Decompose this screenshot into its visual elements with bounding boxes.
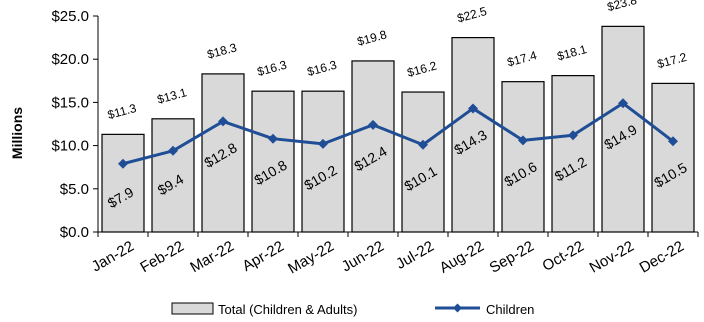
x-tick-label: May-22 (285, 238, 337, 278)
bar (551, 75, 595, 233)
line-point (418, 139, 428, 150)
line-point (568, 130, 578, 141)
line-point (218, 116, 228, 127)
x-tick-label: Dec-22 (637, 238, 687, 277)
children-line (122, 101, 674, 166)
x-tick-label: Mar-22 (187, 238, 237, 276)
legend-marker-children (453, 303, 462, 313)
bar-data-label: $18.3 (206, 40, 239, 61)
bar (201, 73, 245, 233)
bar (151, 118, 195, 233)
bar (501, 81, 545, 233)
y-tick-label: $15.0 (51, 94, 89, 111)
bar (251, 90, 295, 233)
line-point (168, 145, 178, 156)
legend: Total (Children & Adults) Children (171, 302, 534, 317)
line-point (468, 103, 478, 114)
legend-swatch-total (171, 302, 214, 315)
bar-data-label: $18.1 (556, 42, 589, 63)
legend-label-total: Total (Children & Adults) (218, 302, 357, 317)
bar-data-label: $13.1 (156, 85, 189, 106)
y-tick-label: $5.0 (60, 181, 89, 198)
y-axis: $0.0 $5.0 $10.0 $15.0 $20.0 $25.0 (51, 8, 99, 241)
bar-data-label: $16.3 (256, 58, 289, 79)
y-tick-label: $10.0 (51, 138, 89, 155)
legend-label-children: Children (486, 302, 534, 317)
line-point (368, 119, 378, 130)
bar (601, 25, 645, 233)
bar (451, 36, 495, 233)
y-axis-label: Millions (9, 107, 25, 159)
x-tick-label: Oct-22 (540, 238, 587, 275)
x-tick-label: Apr-22 (240, 238, 287, 275)
line-point (518, 135, 528, 146)
y-tick-label: $25.0 (51, 8, 89, 25)
bar-data-label: $17.4 (506, 48, 539, 69)
x-tick-label: Feb-22 (137, 238, 187, 276)
line-point (618, 98, 628, 109)
x-tick-label: Jan-22 (89, 238, 137, 276)
bar (651, 82, 695, 233)
bar-data-label: $16.3 (306, 58, 339, 79)
bar-data-label: $16.2 (406, 58, 439, 79)
bar-data-label: $17.2 (656, 50, 689, 71)
bar (101, 133, 145, 233)
bar-data-label: $11.3 (106, 101, 138, 122)
bar (351, 60, 395, 233)
bar-series: $11.3 $13.1 $18.3 $16.3 $16.3 $19.8 $16.2 $22.5… (101, 0, 695, 233)
line-point (118, 158, 128, 169)
bar-data-label: $19.8 (356, 27, 389, 48)
line-point (668, 136, 678, 147)
x-tick-label: Aug-22 (437, 238, 487, 277)
y-tick-label: $20.0 (51, 51, 89, 68)
line-point (318, 138, 328, 149)
y-tick-label: $0.0 (60, 224, 89, 241)
bar (401, 91, 445, 233)
x-tick-label: Jun-22 (339, 238, 387, 276)
x-tick-label: Nov-22 (587, 238, 637, 277)
line-point (268, 133, 278, 144)
x-tick-label: Jul-22 (393, 238, 437, 273)
bar-data-label: $22.5 (456, 4, 489, 25)
bar-data-label: $23.8 (606, 0, 639, 14)
x-tick-label: Sep-22 (487, 238, 537, 277)
bar (301, 90, 345, 233)
